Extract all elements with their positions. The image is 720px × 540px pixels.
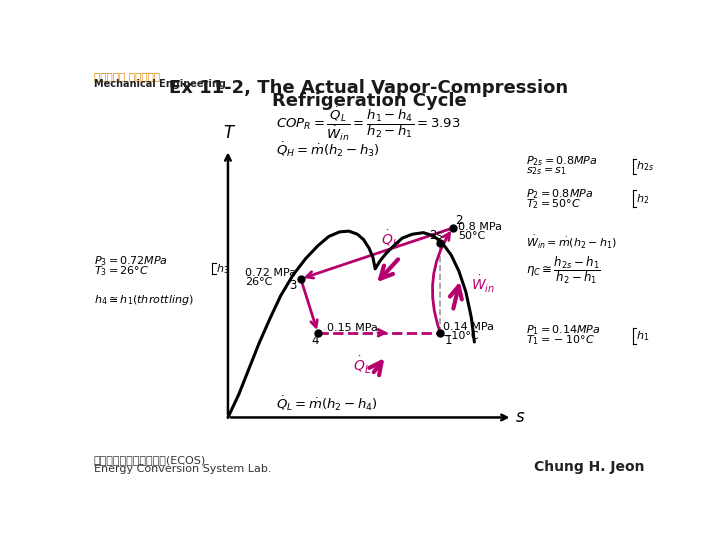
Text: Refrigeration Cycle: Refrigeration Cycle [271, 92, 467, 110]
Text: $h_1$: $h_1$ [636, 329, 649, 343]
Text: 0.14 MPa: 0.14 MPa [443, 322, 494, 332]
Text: 0.8 MPa: 0.8 MPa [458, 221, 502, 232]
Text: $P_{2s} = 0.8MPa$: $P_{2s} = 0.8MPa$ [526, 154, 598, 168]
Text: $\dot{Q}_L$: $\dot{Q}_L$ [353, 355, 371, 376]
Text: Mechanical Engineering: Mechanical Engineering [94, 79, 226, 90]
Text: 3: 3 [289, 279, 297, 292]
Text: Ex 11-2, The Actual Vapor-Compression: Ex 11-2, The Actual Vapor-Compression [169, 79, 569, 97]
Text: Chung H. Jeon: Chung H. Jeon [534, 461, 644, 475]
Text: $\dot{Q}_H = \dot{m}(h_2 - h_3)$: $\dot{Q}_H = \dot{m}(h_2 - h_3)$ [276, 140, 379, 159]
Text: 50°C: 50°C [458, 231, 485, 241]
Text: 부산대학교 기계공학부: 부산대학교 기계공학부 [94, 71, 160, 81]
Text: $s_{2s} = s_1$: $s_{2s} = s_1$ [526, 165, 567, 177]
Text: 에너지변환시스템연구실(ECOS): 에너지변환시스템연구실(ECOS) [94, 455, 206, 465]
Text: T: T [223, 124, 233, 142]
Text: s: s [516, 408, 525, 427]
Text: $\eta_C \cong \dfrac{h_{2s} - h_1}{h_2 - h_1}$: $\eta_C \cong \dfrac{h_{2s} - h_1}{h_2 -… [526, 254, 601, 286]
Text: $P_3 = 0.72MPa$: $P_3 = 0.72MPa$ [94, 254, 168, 268]
Text: $h_2$: $h_2$ [636, 193, 649, 206]
Text: $COP_R = \dfrac{\dot{Q}_L}{\dot{W}_{in}} = \dfrac{h_1 - h_4}{h_2 - h_1} = 3.93$: $COP_R = \dfrac{\dot{Q}_L}{\dot{W}_{in}}… [276, 105, 461, 143]
Text: $h_{2s}$: $h_{2s}$ [636, 159, 654, 173]
Text: 0.72 MPa: 0.72 MPa [245, 268, 296, 278]
Text: $h_4 \cong h_1(throttling)$: $h_4 \cong h_1(throttling)$ [94, 293, 194, 307]
Text: 1: 1 [444, 334, 452, 347]
Text: $T_3 = 26°C$: $T_3 = 26°C$ [94, 264, 149, 278]
Text: $P_2 = 0.8MPa$: $P_2 = 0.8MPa$ [526, 187, 594, 201]
Text: Energy Conversion System Lab.: Energy Conversion System Lab. [94, 464, 271, 475]
Text: $\dot{Q}_H$: $\dot{Q}_H$ [381, 228, 401, 249]
Text: −10°C: −10°C [443, 331, 480, 341]
Text: $P_1 = 0.14MPa$: $P_1 = 0.14MPa$ [526, 323, 601, 338]
Text: $\dot{W}_{in} = \dot{m}(h_2 - h_1)$: $\dot{W}_{in} = \dot{m}(h_2 - h_1)$ [526, 233, 617, 251]
Text: 2: 2 [455, 214, 463, 227]
Text: $\dot{Q}_L = \dot{m}(h_2 - h_4)$: $\dot{Q}_L = \dot{m}(h_2 - h_4)$ [276, 394, 378, 413]
Text: $T_2 = 50°C$: $T_2 = 50°C$ [526, 197, 582, 211]
Text: 26°C: 26°C [245, 277, 272, 287]
Text: $\dot{W}_{in}$: $\dot{W}_{in}$ [472, 274, 495, 295]
Text: 4: 4 [311, 334, 318, 347]
Text: 0.15 MPa: 0.15 MPa [327, 323, 378, 333]
Text: $h_3$: $h_3$ [215, 262, 229, 276]
Text: 2s: 2s [430, 230, 444, 242]
Text: $T_1 = -10°C$: $T_1 = -10°C$ [526, 334, 595, 347]
